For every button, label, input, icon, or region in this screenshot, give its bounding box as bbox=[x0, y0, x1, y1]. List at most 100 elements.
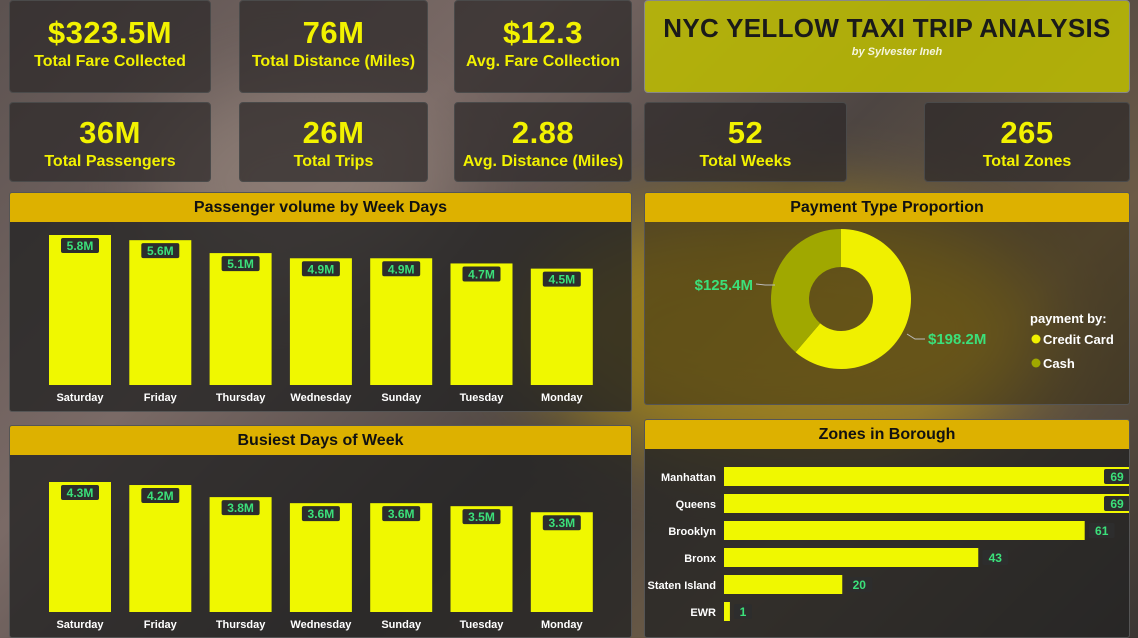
bar-queens bbox=[724, 494, 1129, 513]
kpi-total-passengers: 36M Total Passengers bbox=[9, 102, 211, 182]
tick-label-thursday: Thursday bbox=[216, 619, 266, 631]
bar-thursday bbox=[209, 253, 272, 385]
slice-cash bbox=[771, 229, 841, 353]
tick-label-sunday: Sunday bbox=[381, 392, 422, 404]
busiest-days-panel: Busiest Days of Week 4.3M Saturday 4.2M Fri… bbox=[9, 425, 632, 638]
tick-label-saturday: Saturday bbox=[56, 392, 104, 404]
data-label: 4.5M bbox=[548, 273, 575, 287]
kpi-value: 36M bbox=[79, 115, 141, 150]
data-label: $125.4M bbox=[695, 277, 753, 294]
page-title: NYC YELLOW TAXI TRIP ANALYSIS bbox=[663, 13, 1111, 43]
data-label: 4.2M bbox=[147, 489, 174, 503]
tick-label-wednesday: Wednesday bbox=[290, 619, 352, 631]
data-label: 4.9M bbox=[388, 262, 415, 276]
bar-staten-island bbox=[724, 575, 843, 594]
tick-label-ewr: EWR bbox=[690, 607, 716, 619]
data-label-bg bbox=[982, 550, 1009, 565]
data-label: 69 bbox=[1110, 497, 1124, 511]
data-label-bg bbox=[301, 506, 340, 522]
legend-entry: Credit Card bbox=[1043, 332, 1114, 347]
data-label-bg bbox=[846, 577, 873, 592]
kpi-label: Total Weeks bbox=[699, 153, 792, 170]
data-label-bg bbox=[542, 515, 581, 531]
data-label-bg bbox=[462, 266, 501, 282]
data-label: 3.5M bbox=[468, 510, 495, 524]
bar-friday bbox=[129, 485, 192, 612]
data-label-bg bbox=[301, 261, 340, 277]
kpi-total-distance: 76M Total Distance (Miles) bbox=[239, 0, 428, 93]
data-label: 69 bbox=[1110, 470, 1124, 484]
kpi-total-zones: 265 Total Zones bbox=[924, 102, 1130, 182]
kpi-label: Total Trips bbox=[293, 153, 374, 170]
chart-title: Passenger volume by Week Days bbox=[10, 193, 631, 222]
kpi-avg-fare: $12.3 Avg. Fare Collection bbox=[454, 0, 632, 93]
passenger-volume-panel: Passenger volume by Week Days 5.8M Saturd… bbox=[9, 192, 632, 412]
leader-line bbox=[755, 283, 775, 286]
kpi-label: Total Zones bbox=[982, 153, 1072, 170]
kpi-label: Total Fare Collected bbox=[34, 53, 186, 70]
kpi-label: Total Distance (Miles) bbox=[251, 53, 416, 70]
data-label: 4.7M bbox=[468, 267, 495, 281]
zones-borough-panel: Zones in Borough Manhattan 69 Queens 69 Broo… bbox=[644, 419, 1130, 638]
data-label: $198.2M bbox=[928, 331, 986, 348]
data-label-bg bbox=[141, 243, 180, 259]
data-label: 3.3M bbox=[548, 516, 575, 530]
leader-line bbox=[906, 333, 925, 340]
data-label-bg bbox=[221, 500, 260, 516]
data-label-bg bbox=[382, 506, 421, 522]
bar-wednesday bbox=[289, 258, 352, 385]
kpi-avg-distance: 2.88 Avg. Distance (Miles) bbox=[454, 102, 632, 182]
payment-type-chart: $198.2M $125.4M payment by: Credit Card Cash bbox=[695, 229, 1114, 371]
tick-label-sunday: Sunday bbox=[381, 619, 422, 631]
data-label-bg bbox=[542, 271, 581, 287]
tick-label-bronx: Bronx bbox=[684, 553, 717, 565]
bar-monday bbox=[530, 268, 593, 385]
data-label: 61 bbox=[1095, 524, 1109, 538]
data-label: 3.6M bbox=[388, 507, 415, 521]
dashboard-title-box: NYC YELLOW TAXI TRIP ANALYSIS by Sylvest… bbox=[644, 0, 1130, 93]
data-label: 5.8M bbox=[67, 239, 94, 253]
kpi-total-fare: $323.5M Total Fare Collected bbox=[9, 0, 211, 93]
data-label-bg bbox=[1088, 523, 1115, 538]
bar-tuesday bbox=[450, 263, 513, 385]
chart-title: Busiest Days of Week bbox=[10, 426, 631, 455]
bar-saturday bbox=[49, 235, 111, 385]
data-label-bg bbox=[1104, 469, 1129, 484]
zones-borough-chart: Manhattan 69 Queens 69 Brooklyn 61 Bronx 43 Stat… bbox=[648, 467, 1129, 621]
chart-title: Payment Type Proportion bbox=[645, 193, 1129, 222]
data-label: 4.3M bbox=[67, 486, 94, 500]
bar-bronx bbox=[724, 548, 979, 567]
kpi-value: 26M bbox=[302, 115, 365, 150]
data-label-bg bbox=[382, 261, 421, 277]
tick-label-saturday: Saturday bbox=[56, 619, 104, 631]
bar-brooklyn bbox=[724, 521, 1085, 540]
kpi-total-trips: 26M Total Trips bbox=[239, 102, 428, 182]
bar-sunday bbox=[370, 503, 433, 612]
payment-type-panel: Payment Type Proportion $198.2M $125.4M pa… bbox=[644, 192, 1130, 405]
tick-label-monday: Monday bbox=[541, 619, 583, 631]
passenger-volume-chart: 5.8M Saturday 5.6M Friday 5.1M Thursday 4.9M We… bbox=[49, 235, 593, 404]
data-label-bg bbox=[141, 488, 180, 504]
tick-label-thursday: Thursday bbox=[216, 392, 266, 404]
tick-label-staten-island: Staten Island bbox=[648, 580, 716, 592]
tick-label-friday: Friday bbox=[144, 619, 178, 631]
kpi-total-weeks: 52 Total Weeks bbox=[644, 102, 847, 182]
tick-label-monday: Monday bbox=[541, 392, 583, 404]
kpi-label: Avg. Distance (Miles) bbox=[462, 153, 624, 170]
legend-swatch bbox=[1031, 358, 1041, 368]
data-label-bg bbox=[1104, 496, 1129, 511]
bar-thursday bbox=[209, 497, 272, 612]
tick-label-wednesday: Wednesday bbox=[290, 392, 352, 404]
kpi-label: Avg. Fare Collection bbox=[465, 53, 621, 70]
legend-title: payment by: bbox=[1030, 311, 1107, 326]
tick-label-manhattan: Manhattan bbox=[661, 472, 716, 484]
bar-ewr bbox=[724, 602, 730, 621]
tick-label-brooklyn: Brooklyn bbox=[668, 526, 716, 538]
bar-manhattan bbox=[724, 467, 1129, 486]
data-label: 5.1M bbox=[227, 257, 254, 271]
data-label-bg bbox=[462, 509, 501, 525]
page-subtitle: by Sylvester Ineh bbox=[851, 46, 943, 58]
kpi-value: 265 bbox=[1000, 115, 1054, 150]
kpi-value: 52 bbox=[727, 115, 764, 150]
slice-credit-card bbox=[795, 229, 911, 369]
